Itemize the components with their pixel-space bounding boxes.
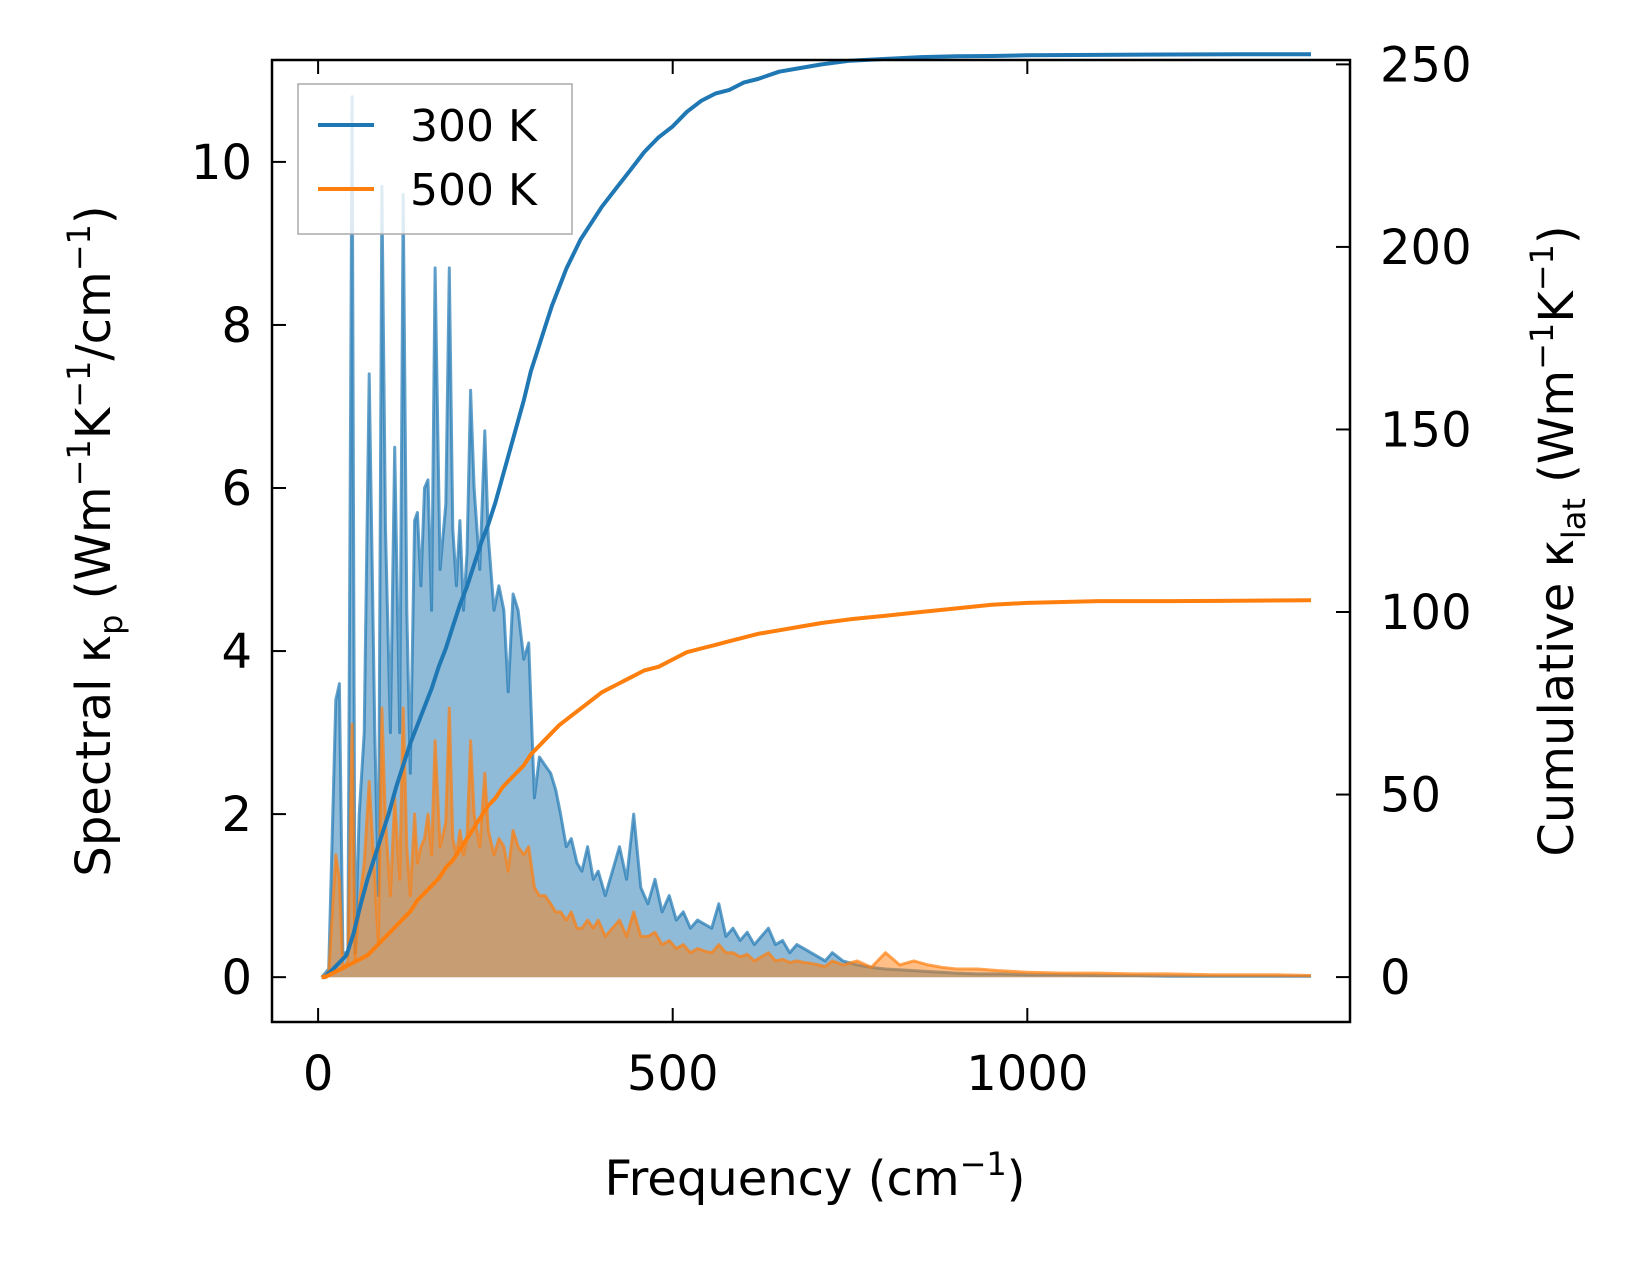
y-right-tick-label: 200 [1380,220,1472,276]
spectral-line-500k [320,706,1312,979]
legend-label-500k: 500 K [410,165,538,216]
spectral-line-300k [320,95,1311,979]
line-layer [321,52,1312,980]
legend-box [297,83,573,235]
y-right-tick-label: 250 [1380,37,1472,93]
legend: 300 K 500 K [297,83,573,235]
y-left-axis-label: Spectral κp (Wm−1K−1/cm−1) [60,205,130,876]
spectral-area-500k [321,708,1312,978]
y-left-tick-label: 4 [221,624,252,680]
y-left-tick-label: 6 [221,461,252,517]
y-left-tick-label: 10 [191,135,252,191]
y-right-axis-label: Cumulative κlat (Wm−1K−1) [1523,225,1593,856]
x-axis-label: Frequency (cm−1) [604,1145,1025,1207]
legend-label-300k: 300 K [410,101,538,152]
x-tick-label: 0 [303,1046,334,1102]
x-tick-label: 1000 [966,1046,1088,1102]
plot-frame [270,58,1352,1024]
area-layer [320,95,1312,979]
cumulative-line-300k [321,52,1311,980]
y-right-tick-label: 100 [1380,585,1472,641]
cumulative-line-500k [321,598,1312,980]
y-right-tick-label: 150 [1380,402,1472,458]
y-left-tick-label: 8 [221,298,252,354]
y-left-tick-label: 0 [221,950,252,1006]
x-tick-label: 500 [627,1046,719,1102]
y-left-tick-label: 2 [221,787,252,843]
y-right-tick-label: 0 [1380,950,1411,1006]
y-right-tick-label: 50 [1380,768,1441,824]
